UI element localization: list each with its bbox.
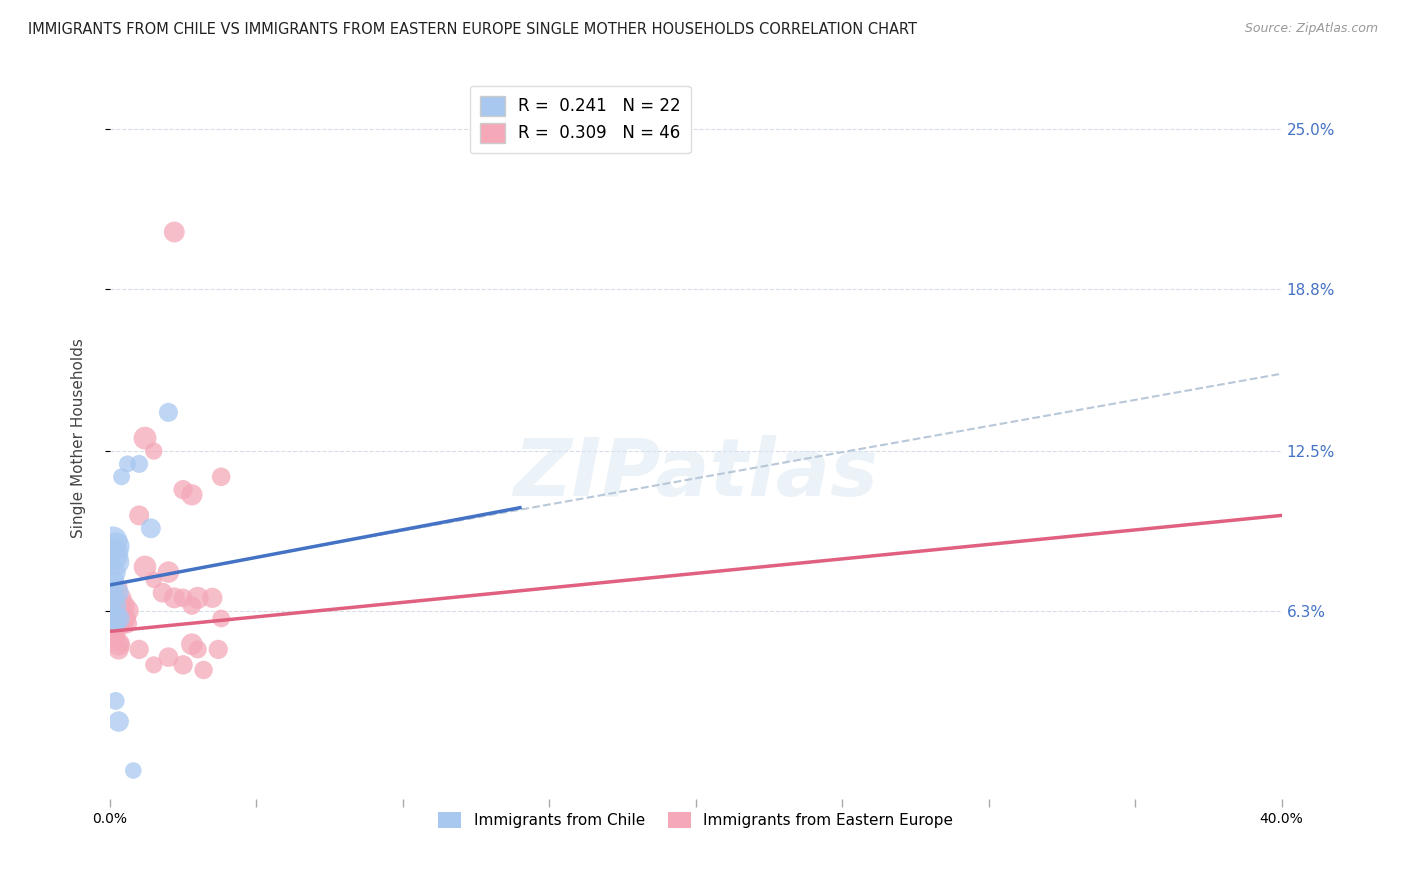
Point [209,470,232,484]
Point [101,547,124,561]
Point [209,611,232,625]
Point [128,508,150,523]
Point [152,585,174,599]
Point [180,488,202,502]
Point [180,637,202,651]
Point [107,616,129,631]
Point [107,714,129,729]
Point [101,591,124,605]
Point [163,591,186,605]
Point [172,483,194,497]
Point [139,521,162,535]
Point [107,637,129,651]
Point [172,657,194,672]
Point [114,599,136,613]
Point [107,642,129,657]
Point [122,764,145,778]
Point [117,457,139,471]
Point [128,457,150,471]
Point [193,663,215,677]
Point [107,581,129,595]
Point [142,657,165,672]
Point [104,539,127,553]
Point [104,599,127,613]
Point [128,642,150,657]
Text: IMMIGRANTS FROM CHILE VS IMMIGRANTS FROM EASTERN EUROPE SINGLE MOTHER HOUSEHOLDS: IMMIGRANTS FROM CHILE VS IMMIGRANTS FROM… [28,22,917,37]
Point [104,599,127,613]
Legend: Immigrants from Chile, Immigrants from Eastern Europe: Immigrants from Chile, Immigrants from E… [433,806,959,835]
Point [101,624,124,639]
Point [117,616,139,631]
Point [134,560,156,574]
Point [187,591,209,605]
Y-axis label: Single Mother Households: Single Mother Households [72,338,86,538]
Point [104,573,127,587]
Point [172,591,194,605]
Point [101,565,124,579]
Point [104,581,127,595]
Text: ZIPatlas: ZIPatlas [513,435,879,513]
Point [110,591,132,605]
Point [157,565,180,579]
Point [157,405,180,419]
Point [104,555,127,569]
Point [157,650,180,665]
Point [101,611,124,625]
Point [104,694,127,708]
Point [142,573,165,587]
Point [104,616,127,631]
Point [207,642,229,657]
Point [101,604,124,618]
Point [104,611,127,625]
Point [110,611,132,625]
Point [163,225,186,239]
Point [110,637,132,651]
Point [110,604,132,618]
Point [117,611,139,625]
Point [104,616,127,631]
Point [104,585,127,599]
Point [104,632,127,646]
Point [142,444,165,458]
Point [201,591,224,605]
Text: Source: ZipAtlas.com: Source: ZipAtlas.com [1244,22,1378,36]
Point [117,604,139,618]
Point [110,470,132,484]
Point [187,642,209,657]
Point [107,585,129,599]
Point [107,611,129,625]
Point [107,607,129,621]
Point [114,616,136,631]
Point [101,534,124,549]
Point [114,611,136,625]
Point [134,431,156,445]
Point [180,599,202,613]
